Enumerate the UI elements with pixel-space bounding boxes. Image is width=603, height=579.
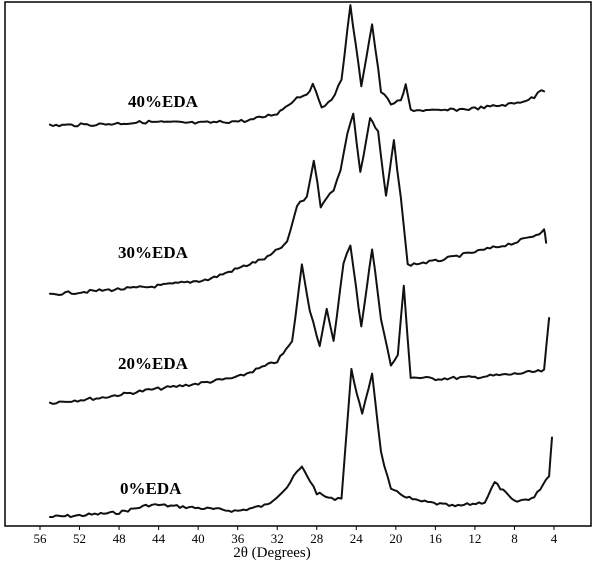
x-tick-label: 32 (271, 531, 284, 546)
x-axis-ticks: 56 52 48 44 40 36 32 28 24 20 16 12 8 4 (34, 526, 558, 546)
series-label-3: 40%EDA (128, 92, 199, 111)
series-line-0 (48, 367, 553, 519)
x-tick-label: 44 (152, 531, 166, 546)
x-tick-label: 48 (113, 531, 126, 546)
series-line-3 (48, 4, 546, 128)
x-tick-label: 8 (511, 531, 518, 546)
series-label-2: 30%EDA (118, 243, 189, 262)
x-tick-label: 56 (34, 531, 48, 546)
plot-frame (4, 1, 592, 527)
x-tick-label: 20 (389, 531, 402, 546)
x-tick-label: 28 (310, 531, 323, 546)
series-line-2 (48, 112, 548, 296)
series-labels: 0%EDA 20%EDA 30%EDA 40%EDA (118, 92, 199, 498)
x-tick-label: 24 (350, 531, 364, 546)
x-axis-label: 2θ (Degrees) (233, 545, 311, 561)
series-traces (48, 4, 553, 519)
series-label-1: 20%EDA (118, 354, 189, 373)
x-tick-label: 52 (73, 531, 86, 546)
x-tick-label: 36 (231, 531, 245, 546)
series-line-1 (48, 244, 551, 405)
x-tick-label: 16 (429, 531, 443, 546)
series-label-0: 0%EDA (120, 479, 182, 498)
x-tick-label: 12 (468, 531, 481, 546)
x-tick-label: 4 (551, 531, 558, 546)
x-tick-label: 40 (192, 531, 205, 546)
